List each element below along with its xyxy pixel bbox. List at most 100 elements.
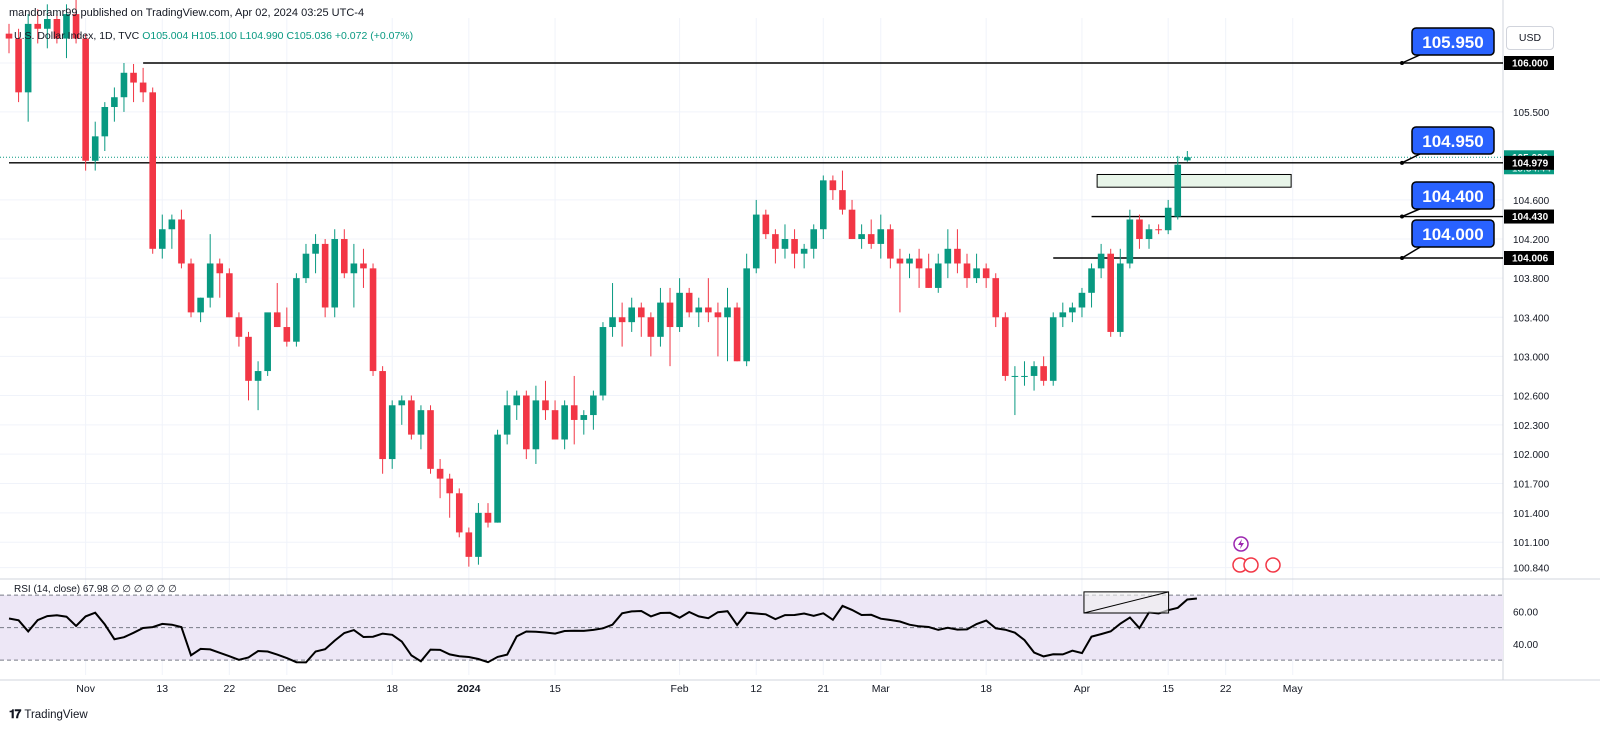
candle-body [158, 229, 166, 249]
candle-body [820, 180, 827, 230]
candle-body [992, 278, 1000, 318]
rsi-legend: RSI (14, close) 67.98 ∅ ∅ ∅ ∅ ∅ ∅ [14, 584, 177, 595]
price-tick-label: 103.000 [1513, 352, 1550, 363]
candle-body [408, 400, 415, 435]
tradingview-logo-icon: 𝟏𝟕 [9, 707, 21, 721]
candle-body [628, 307, 635, 323]
price-label[interactable]: 104.430 [1512, 212, 1549, 223]
events[interactable] [1232, 536, 1281, 573]
candle-body [609, 317, 616, 328]
time-tick-label: May [1283, 683, 1304, 695]
callout-anchor [1400, 160, 1404, 165]
candle-body [168, 219, 176, 230]
time-tick-label: 18 [386, 683, 398, 695]
candle-body [187, 263, 195, 313]
callout-label: 104.950 [1422, 132, 1483, 151]
candle-body [494, 434, 501, 523]
candle-body [724, 307, 731, 318]
ohlc-close: C105.036 [286, 30, 332, 42]
candle-body [360, 263, 367, 269]
callout-box [1411, 219, 1495, 248]
us-flag-icon[interactable] [1243, 557, 1259, 573]
candle-body [273, 312, 281, 328]
time-tick-label: 13 [156, 683, 168, 695]
rsi-pane [0, 591, 1503, 664]
candle-body [1136, 219, 1143, 240]
candle-body [283, 327, 291, 342]
rsi-title[interactable]: RSI (14, close) [14, 584, 81, 595]
candle-body [523, 395, 530, 450]
ohlc-high: H105.100 [191, 30, 237, 42]
price-label[interactable]: 104.979 [1512, 158, 1549, 169]
price-label[interactable]: 106.000 [1512, 59, 1549, 70]
price-tick-label: 102.000 [1513, 450, 1550, 461]
candle-body [513, 395, 521, 406]
candle-body [120, 72, 128, 98]
time-axis[interactable]: Nov 13 22 Dec 18 2024 15 Feb 12 21 Mar 18 Apr 15 22 May [76, 683, 1303, 695]
candle-body [695, 307, 703, 313]
candle-body [637, 307, 645, 318]
candle-body [877, 229, 885, 244]
candle-body [570, 405, 578, 420]
candle-body [216, 263, 224, 274]
time-tick-label: Feb [671, 683, 689, 695]
candle-body [72, 14, 80, 39]
candle-body [532, 400, 540, 450]
candle-body [1088, 268, 1095, 293]
symbol-name[interactable]: U.S. Dollar Index, 1D, TVC [14, 30, 140, 42]
candle-body [542, 400, 549, 411]
time-tick-label: Dec [277, 683, 296, 695]
horizontal-levels[interactable] [0, 62, 1503, 259]
candle-body [111, 97, 118, 108]
price-tick-label: 103.800 [1513, 274, 1550, 285]
price-tick-label: 104.200 [1513, 235, 1550, 246]
candle-body [934, 263, 942, 288]
candle-body [676, 292, 683, 328]
rsi-tick-label: 40.00 [1513, 640, 1538, 651]
candle-body [858, 234, 865, 240]
candle-body [91, 136, 99, 161]
callout-label: 104.000 [1422, 225, 1483, 244]
footer-brand[interactable]: 𝟏𝟕 TradingView [9, 707, 88, 722]
candle-body [906, 258, 913, 264]
candle-body [1164, 207, 1172, 231]
callout-box [1411, 27, 1495, 56]
price-label[interactable]: 104.006 [1512, 254, 1549, 265]
candle-body [1069, 307, 1076, 313]
resistance-zone-box[interactable] [1096, 173, 1292, 188]
price-tick-label: 101.100 [1513, 538, 1550, 549]
currency-button[interactable]: USD [1506, 26, 1554, 50]
level-callouts: 105.950 104.950 104.400 104.000 [1400, 27, 1495, 260]
callout-label: 104.400 [1422, 187, 1483, 206]
us-flag-icon[interactable] [1265, 557, 1281, 573]
candle-body [733, 307, 741, 362]
candle-body [867, 234, 875, 244]
candle-body [388, 405, 396, 460]
callout-label: 105.950 [1422, 33, 1483, 52]
candle-body [1078, 292, 1086, 308]
candle-body [341, 239, 348, 274]
candle-body [82, 38, 89, 161]
candle-body [245, 336, 252, 381]
candle-body [743, 268, 750, 362]
candle-body [398, 400, 406, 406]
highlight-zone[interactable] [1096, 173, 1292, 188]
candle-body [618, 317, 626, 323]
callout-box [1411, 181, 1495, 210]
candle-body [1030, 366, 1038, 376]
candle-body [503, 405, 511, 435]
candle-body [551, 410, 559, 440]
lightning-icon [1238, 539, 1244, 549]
price-axis[interactable]: 106.000 105.500 104.600 104.200 103.800 103.4… [1504, 56, 1554, 651]
price-label-bg [1504, 56, 1554, 70]
price-tick-label: 101.400 [1513, 509, 1550, 520]
time-tick-label: 22 [1220, 683, 1232, 695]
candle-body [139, 82, 147, 93]
candle-body [1107, 253, 1114, 332]
candle-body [839, 190, 846, 210]
candle-body [331, 239, 339, 308]
candle-body [465, 532, 473, 557]
time-tick-label: Nov [76, 683, 95, 695]
candle-body [772, 234, 779, 249]
